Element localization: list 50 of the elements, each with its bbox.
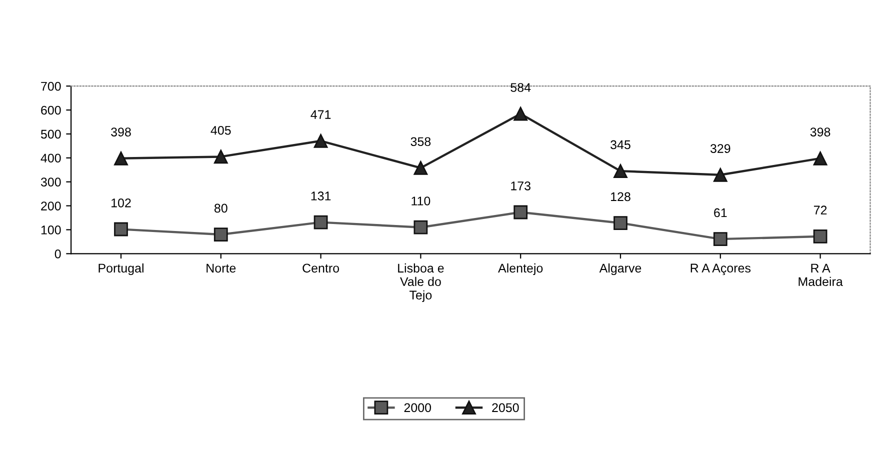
data-label: 102 <box>112 198 131 208</box>
point <box>114 151 128 166</box>
x-tick-label: R A Açores <box>690 264 751 276</box>
data-label: 471 <box>310 110 331 119</box>
point <box>414 161 428 175</box>
y-tick-label: 400 <box>40 154 61 163</box>
data-label: 72 <box>814 206 827 214</box>
point <box>614 164 628 178</box>
x-tick-label: R A Madeira <box>798 264 843 286</box>
legend-label: 2000 <box>404 403 432 412</box>
x-tick-label: Centro <box>302 264 340 273</box>
point <box>314 134 328 148</box>
data-label: 405 <box>210 126 231 135</box>
y-tick-label: 300 <box>40 178 61 186</box>
y-tick-label: 500 <box>40 130 61 139</box>
point <box>114 222 128 236</box>
point <box>813 151 828 166</box>
y-tick-label: 700 <box>41 82 61 91</box>
data-label: 131 <box>311 192 331 200</box>
point <box>214 150 228 164</box>
data-label: 358 <box>410 137 431 146</box>
point <box>514 106 528 121</box>
y-tick-label: 100 <box>41 226 61 234</box>
data-label: 398 <box>810 128 830 136</box>
data-label: 110 <box>412 196 430 206</box>
data-label: 173 <box>511 181 530 190</box>
y-tick-label: 600 <box>41 106 61 115</box>
data-label: 329 <box>710 144 730 153</box>
y-tick-label: 200 <box>41 202 61 210</box>
x-tick-label: Portugal <box>98 263 144 276</box>
point <box>614 216 628 230</box>
y-tick-label: 0 <box>54 249 61 258</box>
x-tick-label: Algarve <box>599 263 642 276</box>
point <box>713 168 728 182</box>
data-label: 345 <box>610 140 630 150</box>
point <box>813 229 828 244</box>
point <box>314 215 328 230</box>
data-label: 61 <box>714 208 727 218</box>
data-label: 80 <box>214 204 228 213</box>
point <box>713 232 728 246</box>
x-tick-label: Lisboa e Vale do Tejo <box>398 263 444 302</box>
data-label: 584 <box>510 83 531 92</box>
x-tick-label: Alentejo <box>498 263 543 276</box>
point <box>514 205 528 220</box>
point <box>414 220 428 234</box>
legend-label: 2050 <box>492 403 519 412</box>
data-label: 398 <box>111 128 131 136</box>
point <box>214 228 228 242</box>
x-tick-label: Norte <box>206 264 236 273</box>
data-label: 128 <box>611 192 630 202</box>
